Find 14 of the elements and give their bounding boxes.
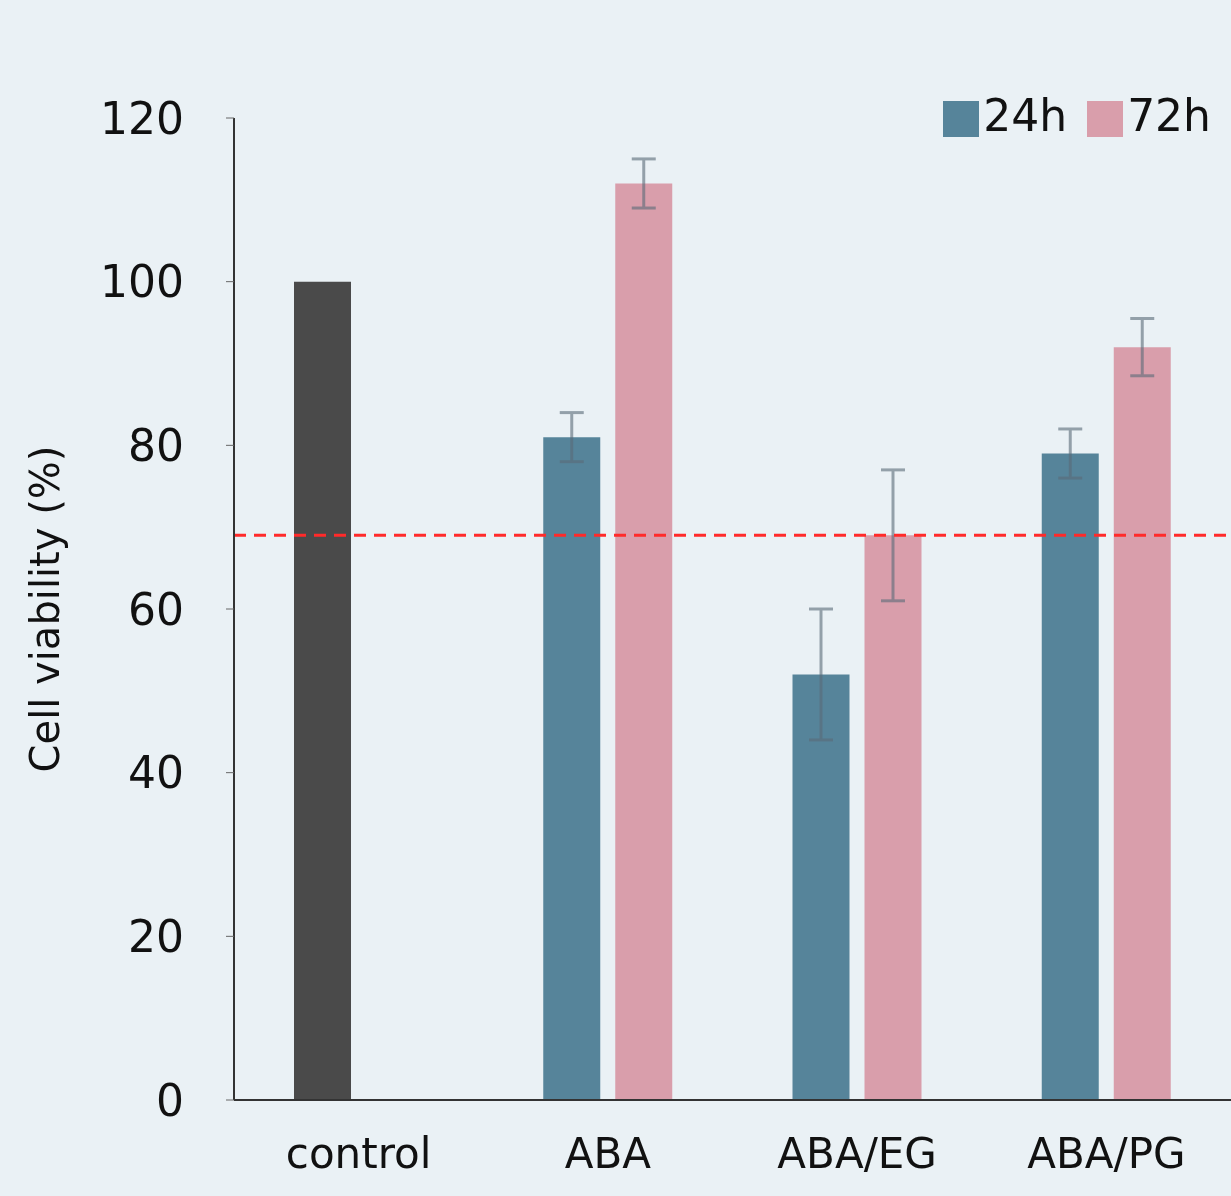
y-axis-title: Cell viability (%)	[22, 445, 69, 773]
x-tick-label: control	[285, 1128, 432, 1178]
y-tick-label: 100	[100, 256, 184, 308]
x-tick-label: ABA	[564, 1128, 652, 1178]
y-tick-label: 40	[128, 747, 184, 799]
y-tick-label: 20	[128, 910, 184, 962]
y-tick-label: 60	[128, 583, 184, 635]
y-tick-label: 120	[100, 92, 184, 144]
y-tick-label: 80	[128, 419, 184, 471]
legend-label: 24h	[983, 90, 1068, 141]
legend-label: 72h	[1127, 90, 1211, 141]
x-tick-label: ABA/PG	[1027, 1128, 1186, 1178]
y-tick-label: 0	[156, 1074, 184, 1126]
x-tick-label: ABA/EG	[777, 1128, 937, 1178]
